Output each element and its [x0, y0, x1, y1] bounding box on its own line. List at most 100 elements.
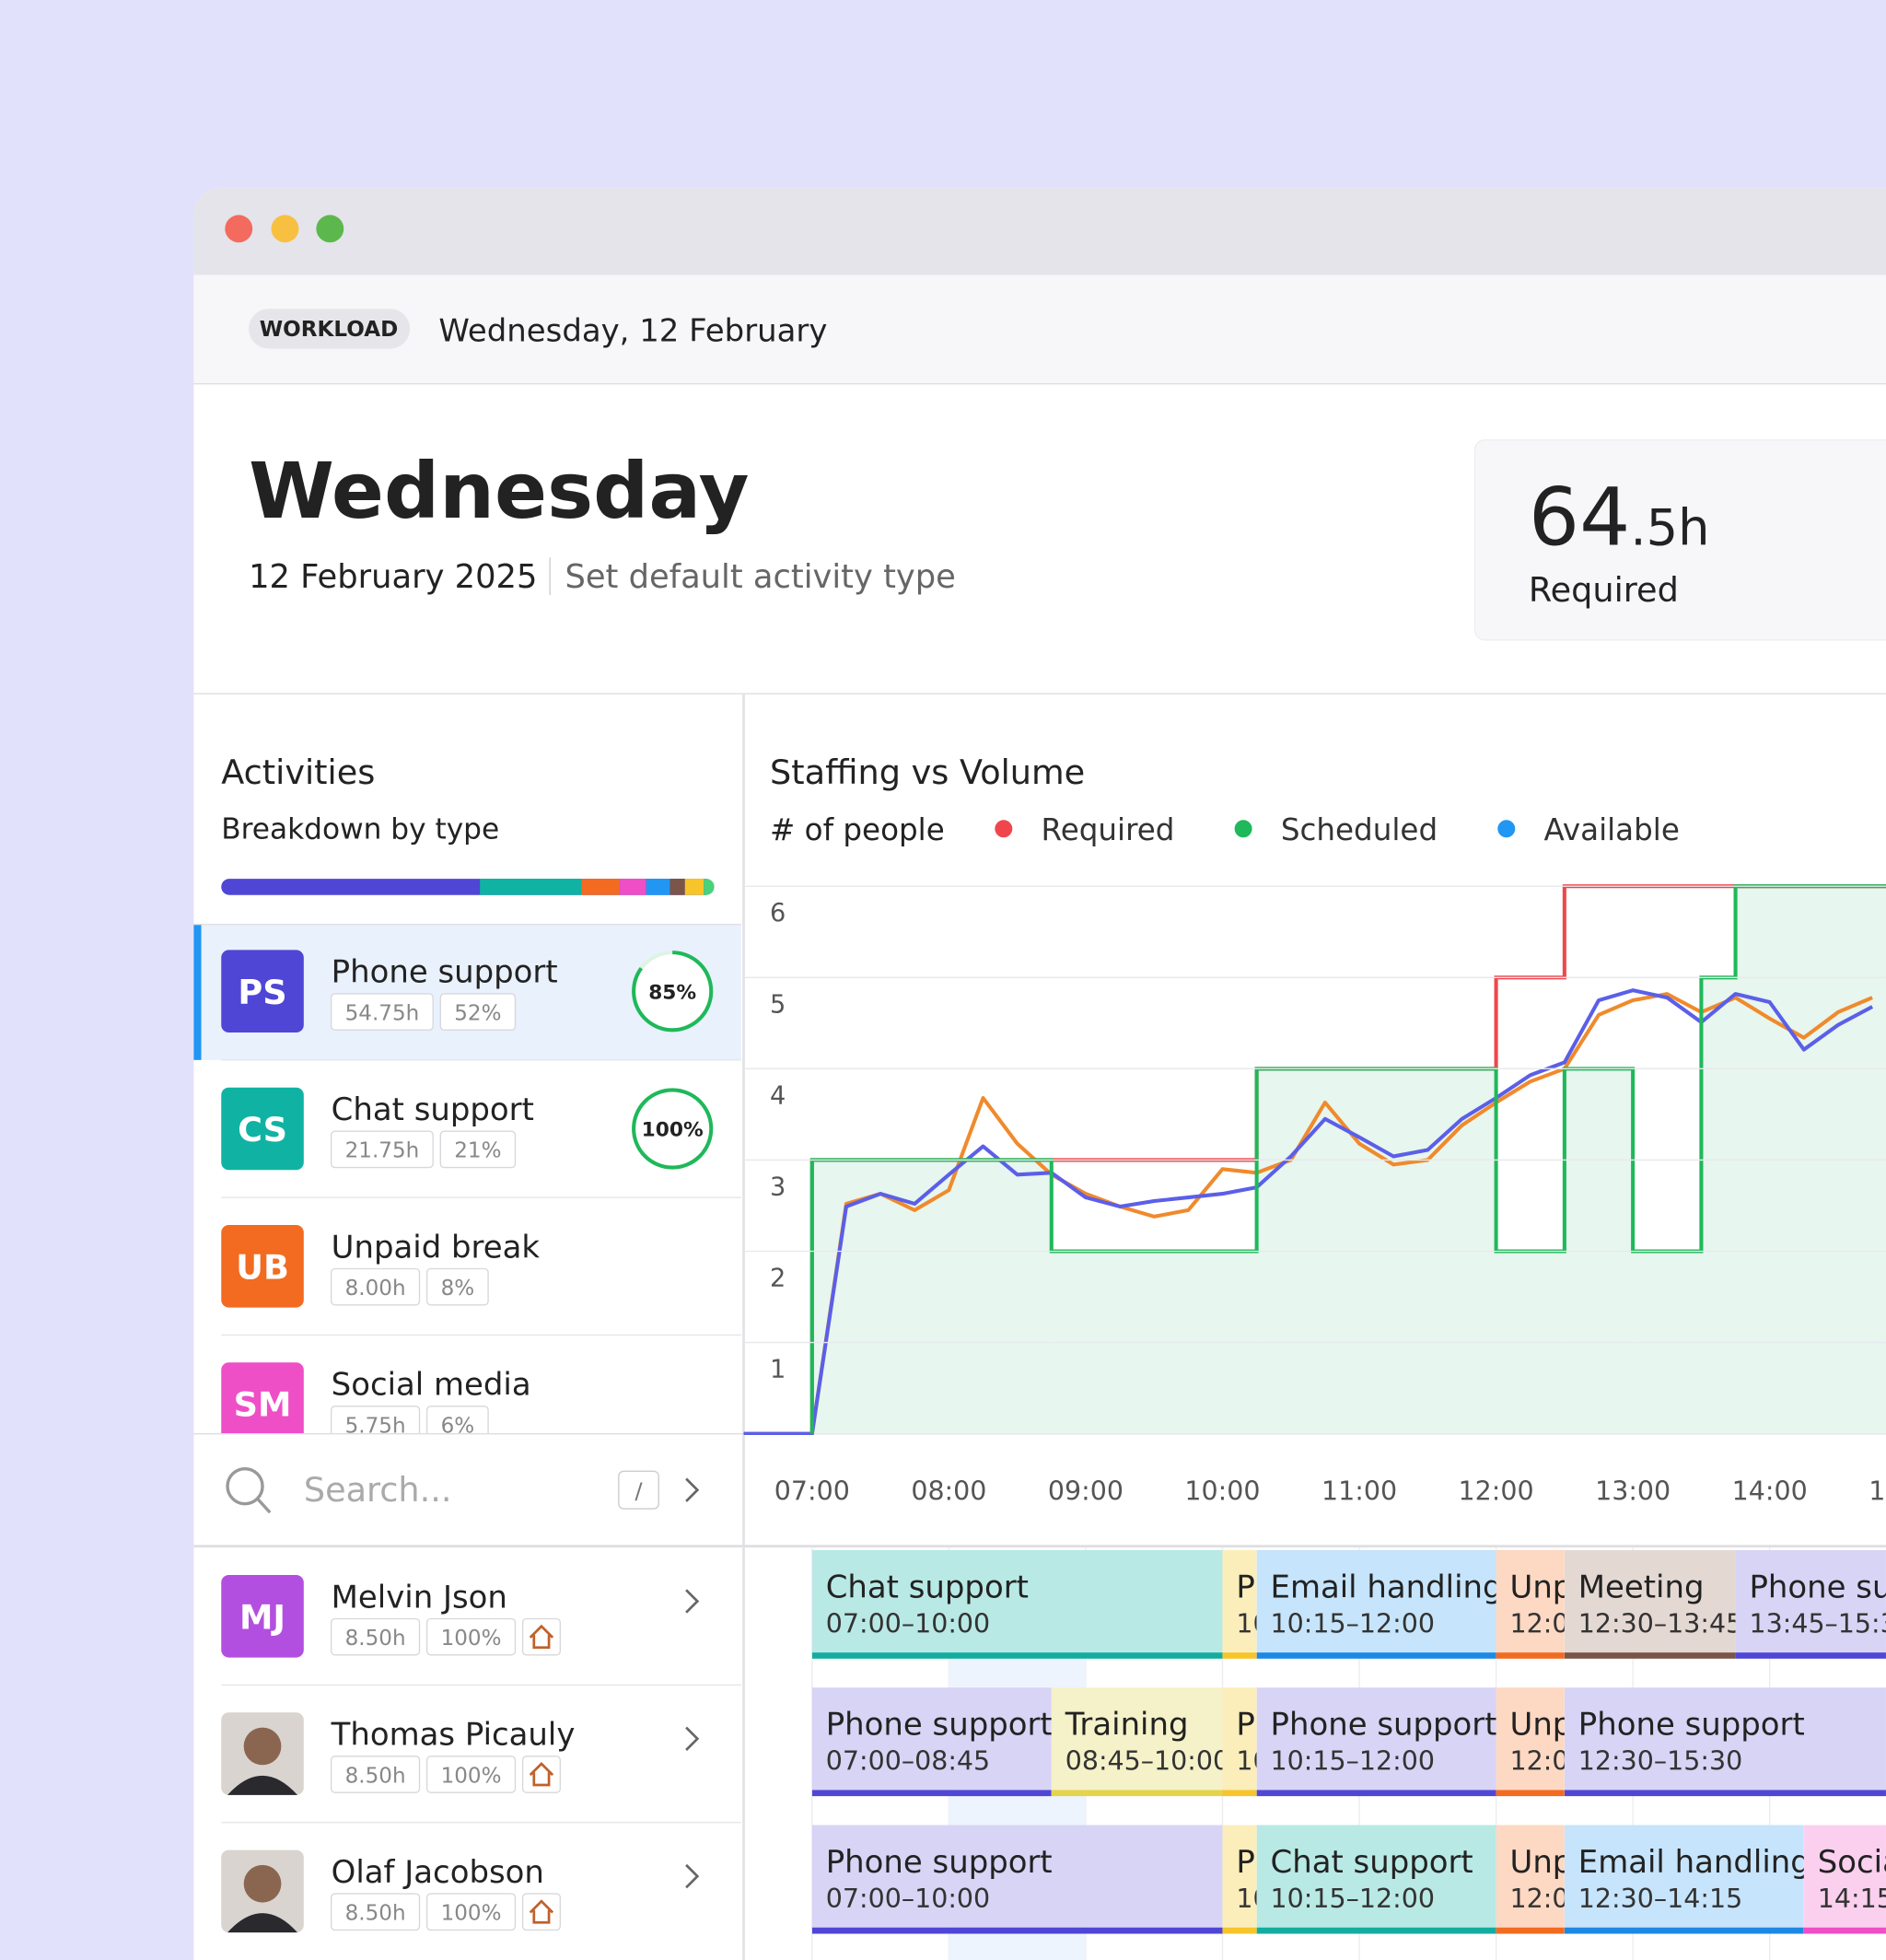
header-date: Wednesday, 12 February: [438, 313, 827, 349]
x-tick-label: 13:00: [1595, 1476, 1671, 1507]
tag: 100%: [441, 1902, 502, 1926]
shift-bar: [811, 1790, 1052, 1797]
shift-bar: [1222, 1790, 1257, 1797]
activity-name: Phone support: [332, 954, 558, 990]
tag-box: [425, 1406, 489, 1434]
activities-subtitle: Breakdown by type: [221, 813, 499, 846]
tag-box: [425, 1267, 489, 1306]
shift[interactable]: Socia 14:15: [1803, 1825, 1886, 1934]
search-input[interactable]: Search...: [304, 1470, 452, 1510]
shift-time: 10: [1236, 1608, 1269, 1639]
shift-label: Unp: [1510, 1569, 1573, 1604]
maximize-button[interactable]: [316, 215, 344, 243]
shift-time: 10: [1236, 1884, 1269, 1914]
shift-block: [1735, 1549, 1886, 1653]
employee-name: Melvin Json: [332, 1579, 507, 1615]
shift[interactable]: Meeting 12:30–13:45: [1564, 1549, 1742, 1659]
shift-label: Email handling: [1578, 1844, 1810, 1880]
shift-label: Meeting: [1578, 1569, 1705, 1604]
x-tick-label: 07:00: [774, 1476, 850, 1507]
shift-time: 10: [1236, 1746, 1269, 1777]
shift[interactable]: P10: [1222, 1687, 1269, 1797]
shift-bar: [1564, 1927, 1804, 1934]
default-activity-link[interactable]: Set default activity type: [565, 558, 955, 596]
day-date: 12 February 2025: [249, 558, 537, 596]
breakdown-bar: [221, 879, 715, 895]
chevron[interactable]: [685, 1726, 700, 1751]
shift-label: P: [1236, 1844, 1254, 1880]
shift-label: Phone su: [1749, 1569, 1886, 1604]
close-button[interactable]: [225, 215, 253, 243]
shift[interactable]: Chat support 07:00–10:00: [811, 1549, 1223, 1659]
activity-avatar: [221, 950, 304, 1032]
progress-label: 85%: [648, 981, 696, 1004]
shift-block: [1256, 1825, 1496, 1928]
shift[interactable]: Phone support 07:00–10:00: [811, 1825, 1223, 1934]
shift[interactable]: Email handling 12:30–14:15: [1564, 1825, 1810, 1934]
chart-title: Staffing vs Volume: [770, 752, 1085, 792]
shift-bar: [1496, 1652, 1565, 1659]
shift-bar: [1564, 1652, 1736, 1659]
minimize-button[interactable]: [271, 215, 299, 243]
summary-card: [1473, 439, 1886, 641]
activity-initials: PS: [238, 973, 286, 1012]
shift-time: 12:30–13:45: [1578, 1608, 1742, 1639]
y-tick-label: 2: [770, 1265, 786, 1293]
shift[interactable]: Unp 12:0: [1496, 1549, 1573, 1659]
shift-time: 10:15–12:00: [1271, 1608, 1435, 1639]
tag: 6%: [441, 1414, 475, 1438]
tag-box: [521, 1617, 561, 1656]
shift-block: [1222, 1687, 1257, 1791]
shift-label: Email handling: [1271, 1569, 1503, 1604]
tag-box: [330, 1267, 421, 1306]
segment: [684, 879, 704, 895]
chevron[interactable]: [685, 1589, 700, 1614]
progress-label: 100%: [642, 1119, 704, 1142]
tag-box: [521, 1893, 561, 1931]
activity-name: Social media: [332, 1367, 531, 1403]
activity-initials: SM: [234, 1385, 292, 1425]
shift-block: [1564, 1825, 1804, 1928]
tag: 8.50h: [345, 1764, 406, 1788]
shift-block: [811, 1825, 1223, 1928]
activity-avatar: [221, 1362, 304, 1434]
shift[interactable]: Email handling 10:15–12:00: [1256, 1549, 1503, 1659]
shift-block: [1222, 1549, 1257, 1653]
employee-name: Thomas Picauly: [331, 1717, 576, 1753]
tag-box: [425, 1617, 517, 1656]
shift[interactable]: P 10: [1222, 1549, 1269, 1659]
day-title: Wednesday: [249, 446, 749, 536]
shift-label: P: [1236, 1569, 1254, 1604]
x-tick-label: 12:00: [1459, 1476, 1534, 1507]
legend-marker: [1497, 820, 1516, 838]
legend-label: Scheduled: [1281, 812, 1438, 847]
tag-box: [425, 1893, 517, 1931]
chevron[interactable]: [685, 1477, 700, 1502]
activities-title: Activities: [221, 752, 375, 792]
shift-time: 12:0: [1510, 1608, 1569, 1639]
shift-bar: [1803, 1927, 1886, 1934]
tag: 8.50h: [345, 1627, 406, 1651]
shift[interactable]: Phone su 13:45–15:3: [1735, 1549, 1886, 1659]
shift[interactable]: Chat support 10:15–12:00: [1256, 1825, 1496, 1934]
home-icon: [529, 1762, 554, 1787]
shift-block: [1564, 1549, 1736, 1653]
tag: 21.75h: [345, 1139, 420, 1163]
chevron[interactable]: [685, 1863, 700, 1889]
shift[interactable]: P 10: [1222, 1825, 1269, 1934]
shift-block: [1803, 1825, 1886, 1928]
shift-bar: [1564, 1790, 1886, 1797]
shift-time: 07:00–08:45: [826, 1746, 990, 1777]
y-tick-label: 1: [770, 1356, 786, 1384]
tag-box: [425, 1756, 517, 1793]
segment: [581, 879, 621, 895]
shift-label: Socia: [1818, 1844, 1886, 1880]
progress-ring: [632, 1088, 714, 1170]
shift-block: [1496, 1687, 1565, 1791]
